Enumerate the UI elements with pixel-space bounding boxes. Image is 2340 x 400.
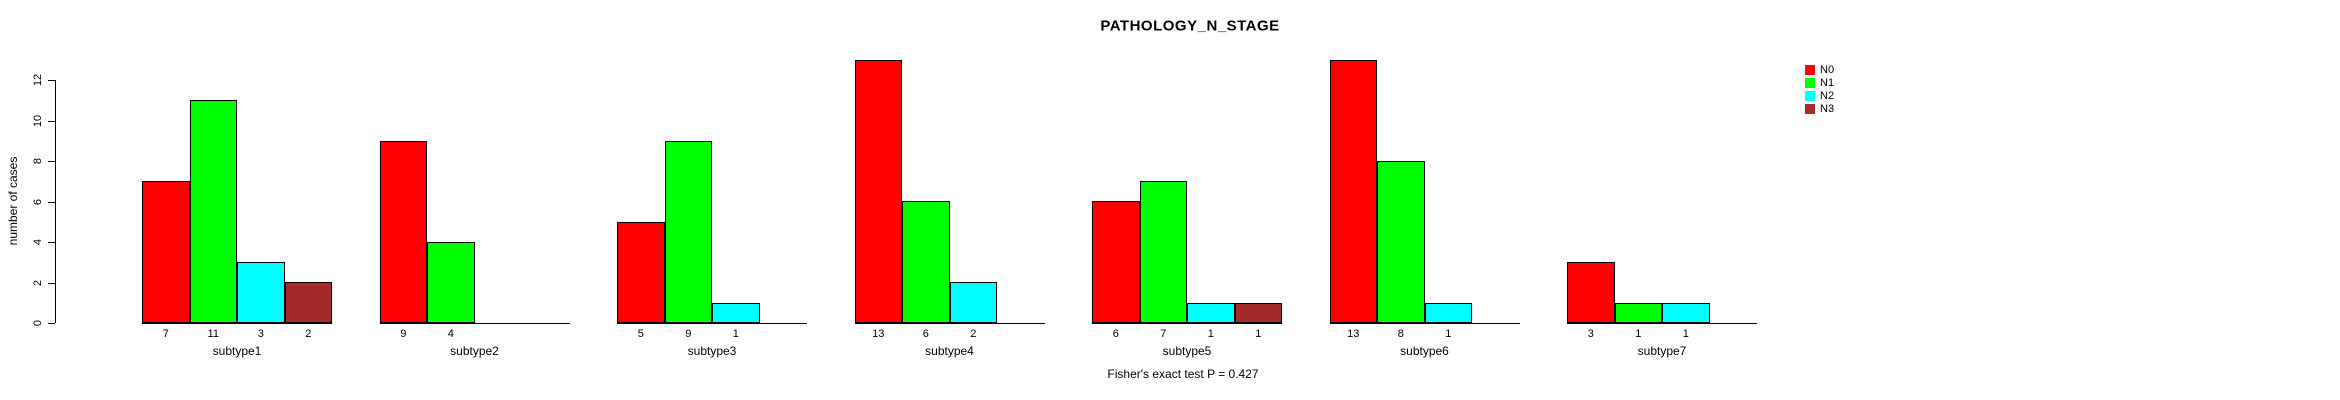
bar-subtype4-N1 [902, 201, 950, 323]
bar-subtype1-N3 [284, 282, 332, 323]
bar-value-label-subtype7-N1: 1 [1635, 328, 1642, 340]
fisher-test-annotation: Fisher's exact test P = 0.427 [1107, 367, 1259, 381]
category-label-subtype1: subtype1 [212, 344, 262, 358]
bar-subtype1-N1 [189, 100, 237, 323]
legend-swatch-N0 [1805, 65, 1815, 75]
bar-value-label-subtype2-N0: 9 [400, 328, 407, 340]
bar-subtype7-N2 [1662, 303, 1710, 323]
bar-value-label-subtype3-N0: 5 [637, 328, 644, 340]
category-label-subtype4: subtype4 [925, 344, 974, 358]
legend-row-N3: N3 [1805, 103, 1835, 115]
bar-value-label-subtype1-N2: 3 [257, 328, 264, 340]
bar-value-label-subtype1-N1: 11 [207, 328, 219, 340]
bar-value-label-subtype5-N3: 1 [1255, 328, 1262, 340]
bar-subtype7-N0 [1567, 262, 1615, 323]
bar-value-label-subtype5-N2: 1 [1207, 328, 1214, 340]
bar-group-subtype2: 9 4 subtype2 [379, 53, 570, 358]
category-label-subtype5: subtype5 [1162, 344, 1212, 358]
y-tick-mark [48, 201, 55, 203]
category-label-subtype3: subtype3 [687, 344, 737, 358]
bar-subtype3-N0 [617, 222, 665, 323]
legend-label-N3: N3 [1820, 103, 1835, 115]
bar-subtype3-N2 [712, 303, 760, 323]
category-label-subtype2: subtype2 [450, 344, 499, 358]
legend-label-N2: N2 [1820, 90, 1835, 102]
category-label-subtype6: subtype6 [1400, 344, 1449, 358]
legend-swatch-N3 [1805, 104, 1815, 114]
bar-value-label-subtype4-N0: 13 [872, 328, 885, 340]
legend-row-N1: N1 [1805, 77, 1835, 89]
bar-value-label-subtype4-N2: 2 [970, 328, 977, 340]
bar-subtype1-N0 [142, 181, 190, 323]
bar-value-label-subtype4-N1: 6 [922, 328, 929, 340]
bar-value-label-subtype6-N0: 13 [1347, 328, 1360, 340]
bar-group-subtype3: 5 9 1 subtype3 [617, 53, 807, 358]
bar-subtype3-N1 [664, 141, 712, 323]
bar-subtype2-N1 [427, 242, 475, 323]
y-tick-mark [48, 120, 55, 122]
legend-row-N0: N0 [1805, 64, 1835, 76]
bar-subtype4-N0 [854, 60, 902, 323]
bar-subtype6-N1 [1377, 161, 1425, 323]
bar-subtype5-N1 [1139, 181, 1187, 323]
bar-value-label-subtype6-N2: 1 [1445, 328, 1452, 340]
y-tick-mark [48, 323, 55, 324]
y-tick-mark [48, 282, 55, 284]
bar-subtype1-N2 [237, 262, 285, 323]
bar-value-label-subtype7-N2: 1 [1682, 328, 1689, 340]
y-tick-mark [48, 161, 55, 162]
bar-subtype7-N1 [1614, 303, 1662, 323]
legend-swatch-N2 [1805, 91, 1815, 101]
bar-subtype5-N2 [1187, 303, 1235, 323]
bar-value-label-subtype5-N0: 6 [1112, 328, 1119, 340]
bar-group-subtype4: 13 6 2 subtype4 [854, 53, 1045, 358]
bar-group-subtype7: 3 1 1 subtype7 [1567, 53, 1757, 358]
y-tick-mark [48, 80, 55, 81]
bar-group-subtype6: 13 8 1 subtype6 [1329, 53, 1520, 358]
bar-value-label-subtype5-N1: 7 [1160, 328, 1167, 340]
bar-subtype5-N0 [1092, 201, 1140, 323]
y-axis-line [55, 80, 56, 323]
bar-value-label-subtype3-N1: 9 [685, 328, 692, 340]
bar-group-subtype5: 6 7 1 1 subtype5 [1092, 53, 1282, 358]
bar-value-label-subtype1-N0: 7 [162, 328, 169, 340]
legend-label-N0: N0 [1820, 64, 1835, 76]
bar-value-label-subtype3-N2: 1 [732, 328, 739, 340]
legend-row-N2: N2 [1805, 90, 1835, 102]
bar-value-label-subtype6-N1: 8 [1397, 328, 1404, 340]
bar-subtype6-N0 [1329, 60, 1377, 323]
bar-subtype2-N0 [379, 141, 427, 323]
legend-swatch-N1 [1805, 78, 1815, 88]
y-tick-mark [48, 242, 55, 243]
bar-subtype6-N2 [1424, 303, 1472, 323]
legend: N0 N1 N2 N3 [1805, 65, 1834, 117]
bar-value-label-subtype7-N0: 3 [1587, 328, 1594, 340]
legend-label-N1: N1 [1820, 77, 1835, 89]
category-label-subtype7: subtype7 [1637, 344, 1687, 358]
chart-title: PATHOLOGY_N_STAGE [1100, 17, 1280, 35]
bar-value-label-subtype1-N3: 2 [305, 328, 312, 340]
bar-group-subtype1: 7 11 3 2 subtype1 [142, 53, 332, 358]
bar-value-label-subtype2-N1: 4 [447, 328, 454, 340]
bar-subtype5-N3 [1234, 303, 1282, 323]
bar-subtype4-N2 [949, 282, 997, 323]
